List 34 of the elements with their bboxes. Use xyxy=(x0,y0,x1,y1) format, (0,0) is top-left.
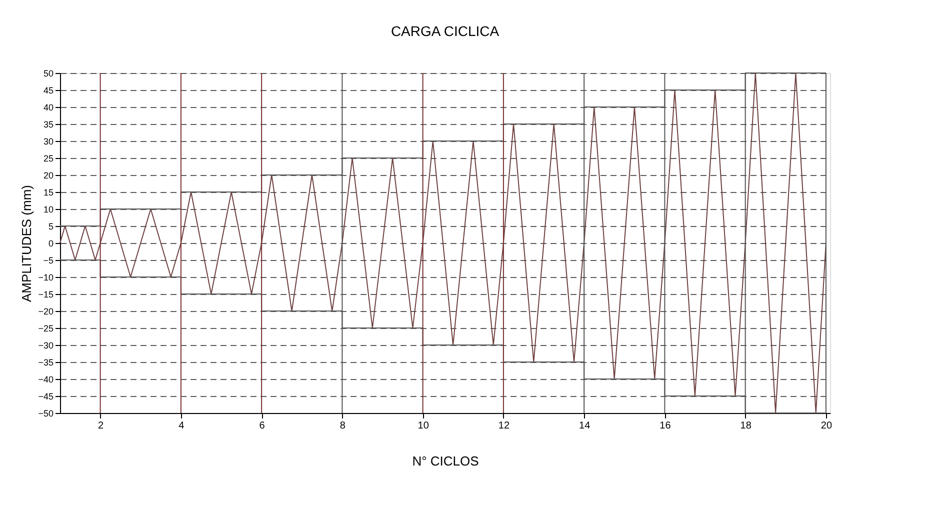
y-tick-label: −20 xyxy=(38,306,54,316)
x-tick-label: 20 xyxy=(820,420,832,432)
y-tick-label: −40 xyxy=(38,374,54,384)
y-tick-label: 30 xyxy=(43,136,54,146)
y-tick-label: 0 xyxy=(48,238,54,248)
x-tick-label: 12 xyxy=(498,420,510,432)
y-tick-label: −30 xyxy=(38,340,54,350)
x-tick-label: 2 xyxy=(98,420,104,432)
y-tick-label: −5 xyxy=(43,256,54,266)
y-tick-label: 10 xyxy=(43,204,54,214)
y-tick-label: −35 xyxy=(38,358,54,368)
y-tick-label: 35 xyxy=(43,120,54,130)
y-tick-label: −15 xyxy=(38,290,54,300)
y-tick-label: −45 xyxy=(38,392,54,402)
x-tick-label: 14 xyxy=(579,420,591,432)
x-axis-title: N° CICLOS xyxy=(412,454,480,468)
y-tick-label: 25 xyxy=(43,154,54,164)
y-tick-label: 45 xyxy=(43,86,54,96)
x-tick-label: 4 xyxy=(178,420,185,432)
y-tick-label: −50 xyxy=(38,408,54,418)
y-tick-label: 5 xyxy=(48,222,54,232)
chart-title: CARGA CICLICA xyxy=(390,23,500,39)
y-tick-label: −25 xyxy=(38,324,54,334)
y-tick-label: 15 xyxy=(43,188,54,198)
x-tick-label: 8 xyxy=(340,420,346,432)
x-tick-label: 16 xyxy=(660,420,672,432)
y-tick-label: 50 xyxy=(43,68,54,78)
y-tick-label: 40 xyxy=(43,102,54,112)
y-axis-title: AMPLITUDES (mm) xyxy=(19,185,34,302)
x-tick-label: 6 xyxy=(259,420,266,432)
x-tick-label: 10 xyxy=(418,420,430,432)
y-tick-label: −10 xyxy=(38,272,54,282)
x-tick-label: 18 xyxy=(740,420,752,432)
y-tick-label: 20 xyxy=(43,170,54,180)
